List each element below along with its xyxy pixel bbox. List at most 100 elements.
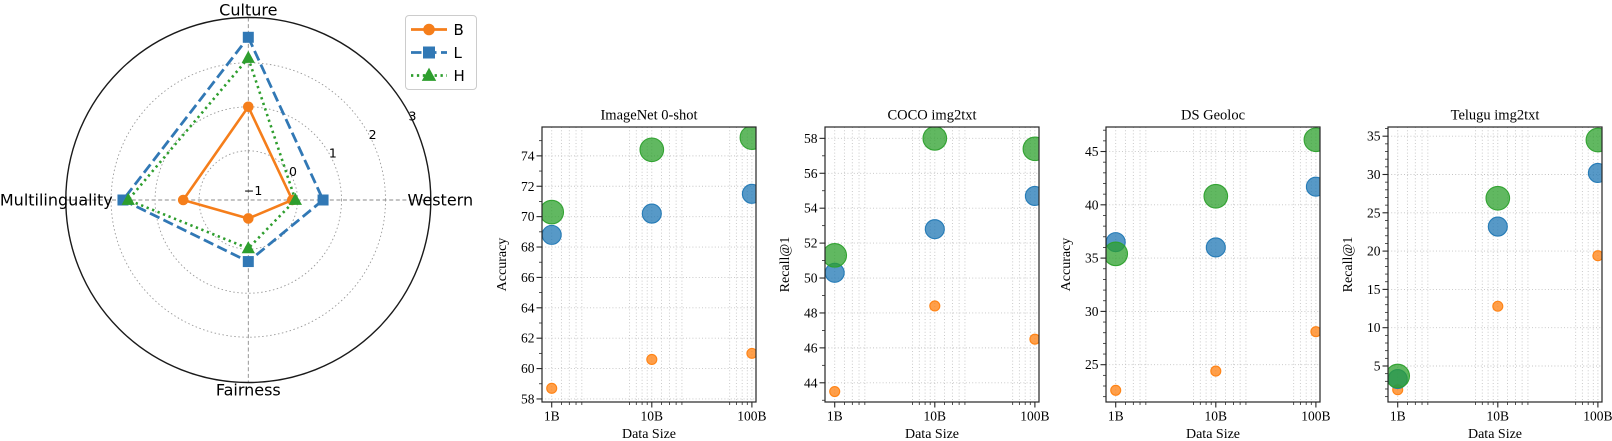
scatter-point-B-100B — [1592, 250, 1602, 262]
scatter-point-L-10B — [1205, 237, 1226, 258]
y-axis-label: Accuracy — [1059, 238, 1074, 292]
scatter-point-H-1B — [1106, 241, 1129, 267]
x-tick-label: 1B — [1108, 409, 1124, 424]
x-tick-label: 100B — [1583, 409, 1612, 424]
y-tick-label: 58 — [521, 391, 535, 406]
legend-label-L: L — [454, 44, 463, 62]
legend-marker-L — [423, 46, 435, 59]
scatter-point-H-100B — [739, 127, 756, 150]
radar-marker-B — [243, 213, 254, 224]
scatter-point-H-10B — [1485, 185, 1511, 211]
y-tick-label: 46 — [804, 340, 818, 355]
x-axis-label: Data Size — [905, 427, 959, 441]
y-tick-label: 70 — [521, 209, 535, 224]
axes-border — [824, 126, 1040, 403]
scatter-point-B-10B — [1492, 300, 1504, 312]
radar-axis-label-fairness: Fairness — [216, 381, 281, 400]
scatter-point-B-1B — [1110, 384, 1122, 396]
y-tick-label: 64 — [521, 300, 535, 315]
x-tick-label: 1B — [544, 409, 560, 424]
x-tick-label: 100B — [1020, 409, 1049, 424]
legend-label-B: B — [454, 21, 464, 39]
scatter-point-B-10B — [929, 300, 941, 312]
x-tick-label: 10B — [641, 409, 664, 424]
scatter-point-H-100B — [1303, 127, 1320, 153]
y-tick-label: 25 — [1085, 357, 1099, 372]
y-tick-label: 30 — [1085, 304, 1099, 319]
x-tick-label: 1B — [827, 409, 843, 424]
scatter-plot-2: 1B 10B 100B 44 46 48 50 52 54 56 58 COCO img2txt Dat… — [778, 108, 1050, 441]
radar-axis-label-culture: Culture — [219, 1, 277, 20]
y-tick-label: 50 — [804, 271, 818, 286]
y-tick-label: 35 — [1085, 251, 1099, 266]
radar-rtick-label: 0 — [289, 164, 297, 179]
y-tick-label: 5 — [1374, 358, 1381, 373]
y-tick-label: 68 — [521, 240, 535, 255]
scatter-point-L-100B — [1024, 185, 1039, 207]
radar-marker-L — [242, 256, 254, 268]
radar-marker-B — [177, 194, 189, 206]
markers — [825, 127, 1039, 398]
radar-rtick-label: −1 — [244, 183, 262, 198]
y-tick-label: 44 — [804, 375, 818, 390]
y-tick-label: 10 — [1367, 320, 1381, 335]
y-axis-label: Recall@1 — [1341, 237, 1356, 293]
scatter-point-B-100B — [746, 347, 756, 359]
radar-rtick-label: 2 — [369, 127, 377, 142]
scatter-point-B-100B — [1029, 333, 1039, 345]
y-tick-label: 25 — [1367, 205, 1381, 220]
scatter-point-H-1B — [1388, 363, 1411, 389]
x-tick-label: 10B — [1487, 409, 1510, 424]
axes-border — [1105, 126, 1321, 403]
radar-marker-H — [241, 50, 255, 63]
radar-grid-circle — [110, 62, 386, 338]
x-axis-label: Data Size — [1186, 427, 1240, 441]
scatter-point-B-1B — [829, 385, 841, 398]
scatter-point-L-10B — [1487, 216, 1508, 237]
radar-marker-H — [121, 192, 135, 205]
y-tick-label: 66 — [521, 270, 535, 285]
y-tick-label: 48 — [804, 305, 818, 320]
radar-rtick-label: 1 — [329, 146, 337, 161]
radar-chart: −1 0 1 2 3 Culture Western Fairness Multilingual… — [0, 1, 473, 400]
x-axis-label: Data Size — [1468, 427, 1522, 441]
y-tick-label: 35 — [1367, 129, 1381, 144]
y-tick-label: 60 — [521, 361, 535, 376]
scatter-point-H-100B — [1585, 127, 1602, 153]
radar-marker-H — [241, 241, 255, 254]
legend-marker-H — [421, 67, 437, 81]
radar-polygon-B — [181, 104, 295, 220]
radar-polygon-L — [120, 34, 325, 264]
markers — [1388, 127, 1602, 396]
radar-axis-label-multilinguality: Multilinguality — [0, 191, 113, 210]
y-tick-label: 74 — [521, 148, 535, 163]
scatter-point-L-100B — [741, 183, 756, 204]
y-tick-label: 62 — [521, 331, 535, 346]
y-tick-label: 52 — [804, 236, 818, 251]
radar-marker-H — [288, 192, 302, 205]
x-tick-label: 10B — [1205, 409, 1228, 424]
radar-marker-L — [242, 31, 254, 43]
y-tick-label: 15 — [1367, 282, 1381, 297]
scatter-point-H-1B — [542, 199, 565, 225]
x-axis-label: Data Size — [622, 427, 676, 441]
plot-title: Telugu img2txt — [1451, 108, 1540, 124]
x-tick-label: 100B — [1301, 409, 1330, 424]
scatter-point-B-10B — [1210, 365, 1222, 377]
scatter-point-H-1B — [825, 242, 848, 268]
plot-title: DS Geoloc — [1181, 108, 1245, 124]
y-tick-label: 72 — [521, 179, 535, 194]
radar-marker-L — [317, 194, 329, 206]
y-axis-label: Accuracy — [495, 238, 510, 292]
scatter-point-B-100B — [1310, 326, 1320, 338]
plot-title: COCO img2txt — [887, 108, 976, 124]
scatter-point-H-10B — [1203, 183, 1229, 209]
x-tick-label: 1B — [1390, 409, 1406, 424]
y-tick-label: 30 — [1367, 167, 1381, 182]
markers — [542, 127, 756, 394]
scatter-plot-3: 1B 10B 100B 25 30 35 40 45 DS Geoloc Data Size Acc… — [1059, 108, 1331, 441]
y-tick-label: 40 — [1085, 197, 1099, 212]
axes-border — [1387, 126, 1603, 403]
scatter-point-L-100B — [1587, 162, 1602, 184]
